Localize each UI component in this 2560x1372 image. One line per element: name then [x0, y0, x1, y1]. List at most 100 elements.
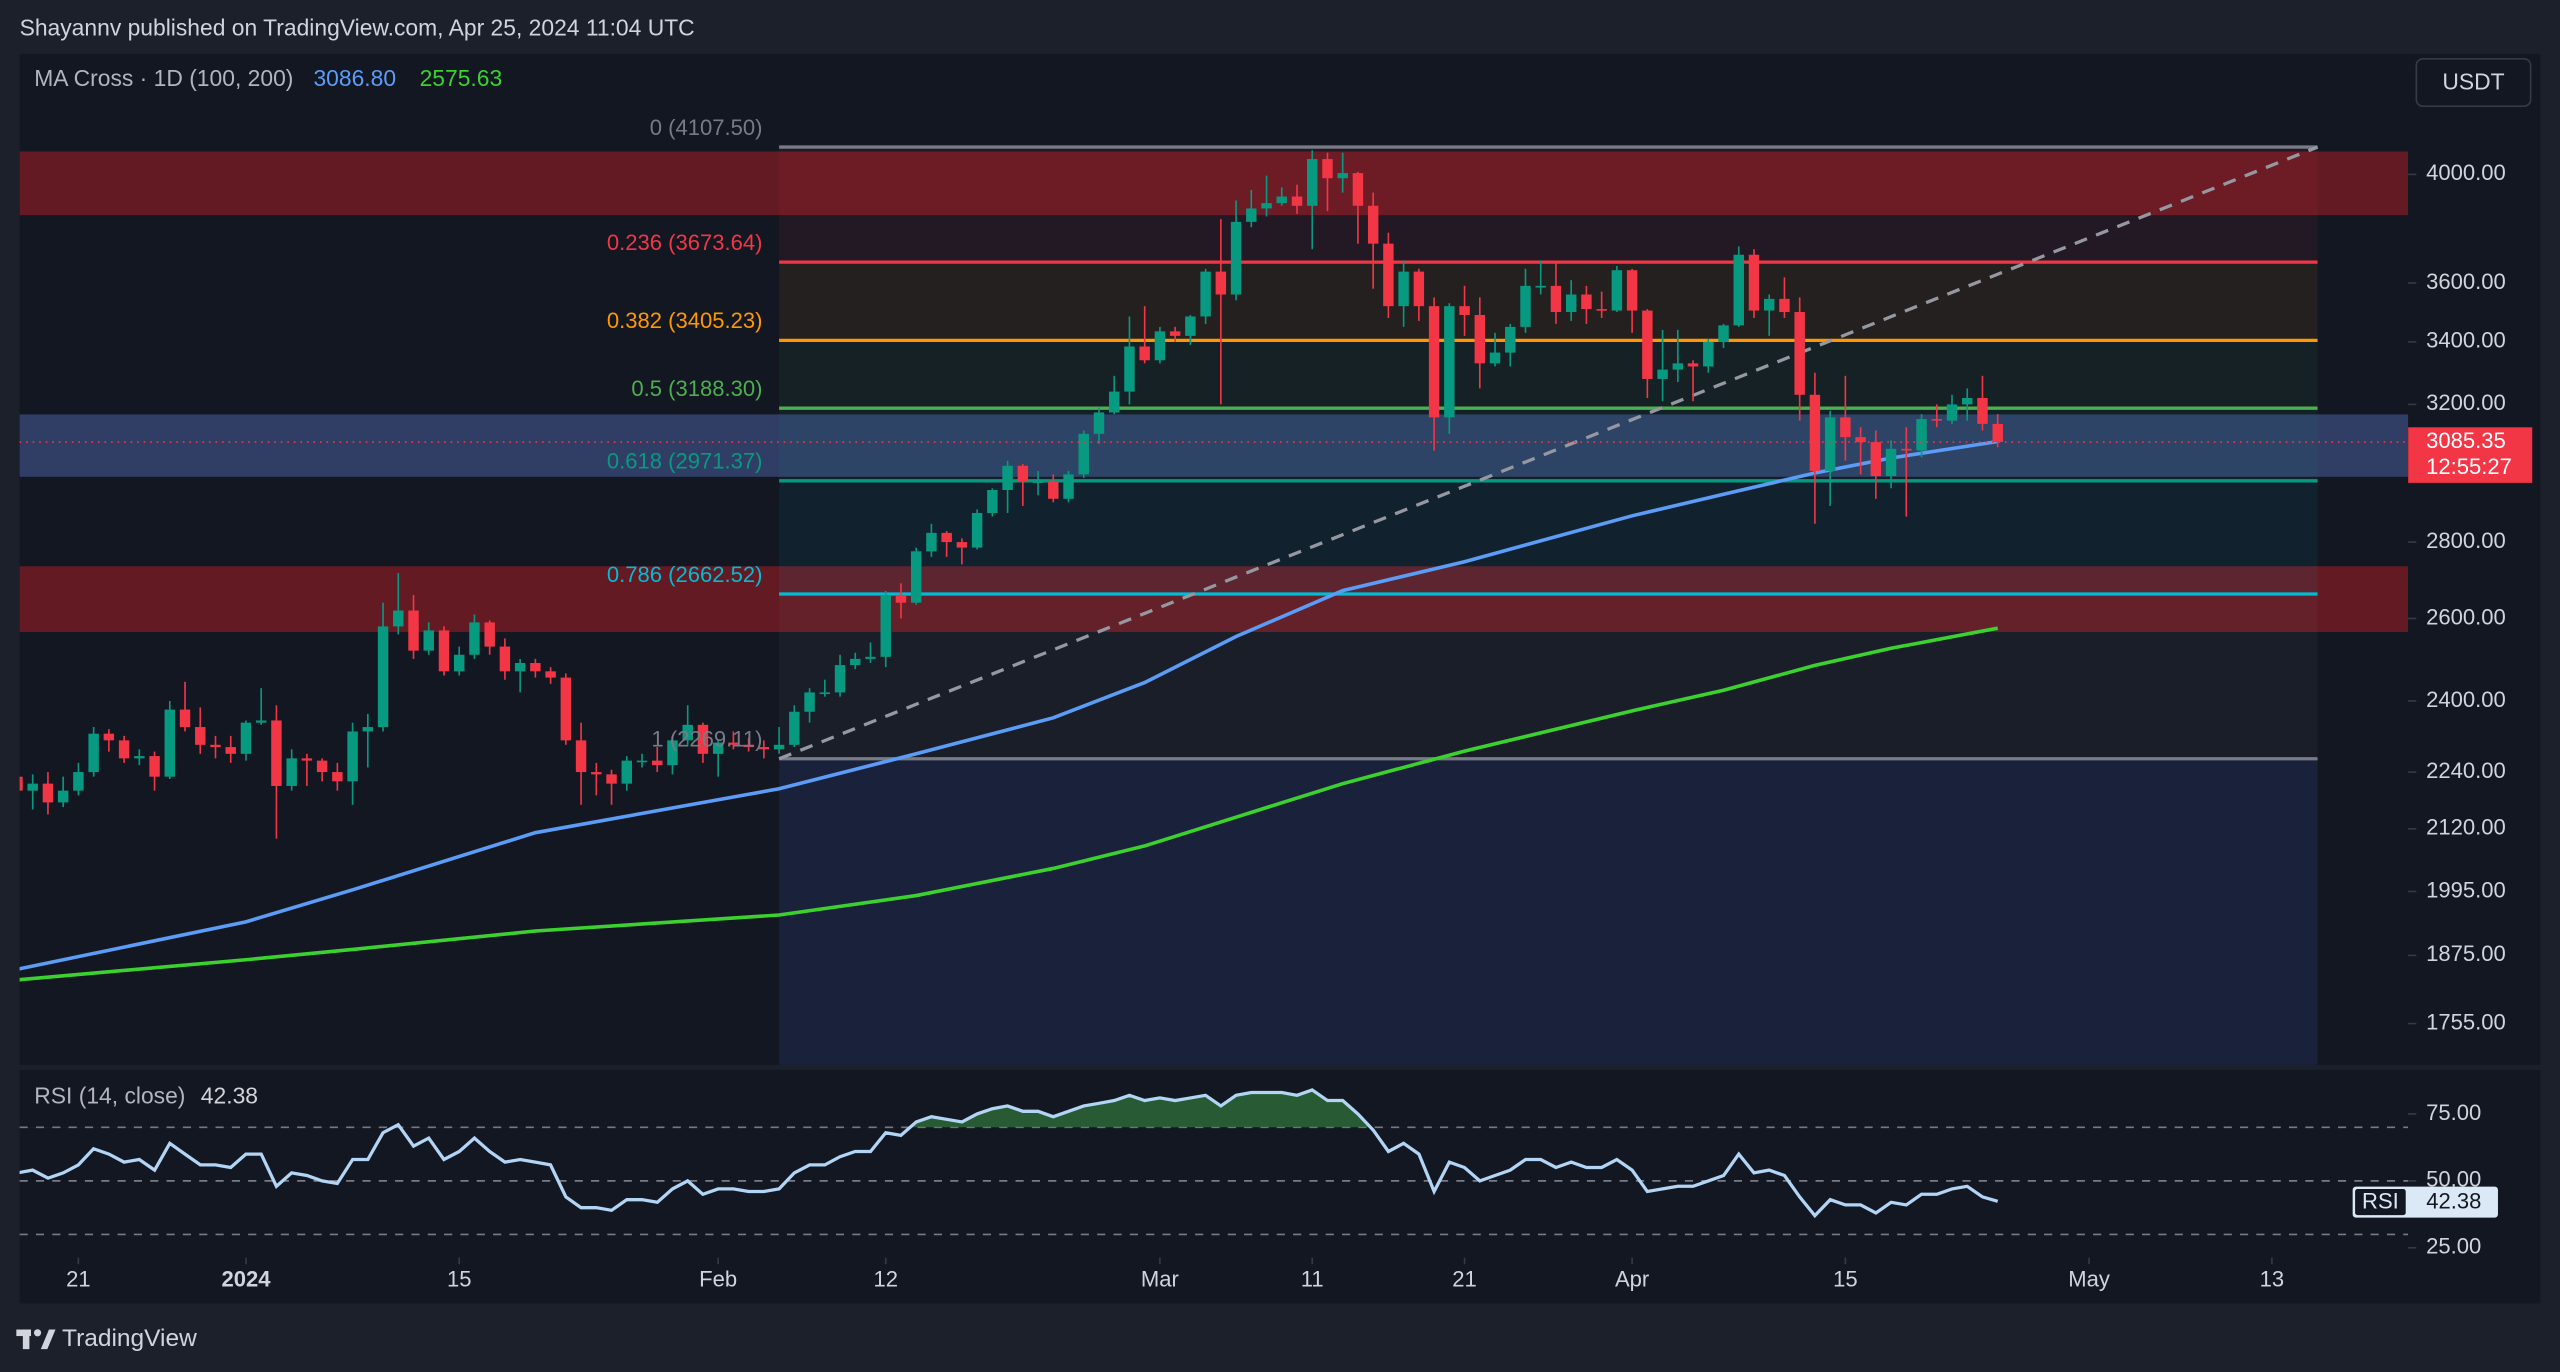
candle-body	[484, 622, 495, 647]
candle-body	[743, 744, 754, 748]
currency-button[interactable]	[2415, 57, 2532, 107]
candle-body	[1977, 397, 1988, 424]
countdown: 12:55:27	[2426, 454, 2512, 479]
candle-body	[1276, 196, 1287, 204]
candle-body	[316, 760, 328, 773]
candle-body	[1261, 203, 1272, 209]
candle-body	[164, 709, 176, 777]
candle-body	[1322, 159, 1333, 179]
candle-body	[255, 720, 267, 723]
candle-body	[1002, 465, 1013, 491]
candle-body	[1367, 205, 1379, 244]
currency-label[interactable]: USDT	[2442, 68, 2504, 94]
trendline	[778, 145, 2319, 761]
candle-body	[1703, 341, 1714, 367]
price-axis	[2408, 53, 2541, 1065]
candle-body	[591, 772, 602, 775]
time-axis	[19, 1257, 2541, 1304]
candle-body	[408, 610, 419, 651]
candle-body	[1931, 419, 1942, 421]
candle-body	[941, 532, 952, 543]
candle-body	[956, 542, 968, 548]
footer-logo	[16, 1329, 56, 1350]
candle-body	[1337, 173, 1348, 179]
y-tick-label: 3400.00	[2426, 328, 2506, 353]
x-tick-label: May	[2068, 1266, 2110, 1291]
candle-body	[1824, 417, 1836, 471]
rsi-badge-value: 42.38	[2426, 1189, 2481, 1214]
candle-body	[636, 760, 648, 763]
x-tick-label: Feb	[699, 1266, 737, 1291]
candle-body	[1763, 298, 1775, 311]
candle-body	[728, 742, 739, 745]
candle-body	[42, 783, 54, 803]
candle-body	[225, 747, 236, 754]
candle-body	[850, 658, 861, 666]
candle-body	[1459, 306, 1470, 315]
candle-body	[1428, 306, 1440, 418]
rsi-y-tick-label: 75.00	[2426, 1100, 2481, 1125]
candle-body	[1215, 271, 1227, 295]
moving-average	[19, 439, 1998, 971]
candle-body	[362, 727, 374, 732]
candle-body	[301, 758, 313, 761]
x-tick-label: 12	[873, 1266, 898, 1291]
x-tick-label: 21	[1452, 1266, 1477, 1291]
candle-body	[271, 720, 282, 786]
indicator-title: MA Cross · 1D (100, 200)	[34, 65, 293, 91]
candle-body	[1809, 394, 1821, 471]
candle-body	[1124, 346, 1135, 392]
candle-body	[682, 724, 693, 741]
candle-body	[880, 594, 891, 657]
candle-body	[1992, 423, 2003, 443]
candle-body	[1779, 298, 1790, 313]
candle-body	[1642, 310, 1653, 379]
candle-body	[712, 742, 724, 754]
rsi-line	[19, 1088, 1999, 1219]
x-tick-label: 2024	[221, 1266, 271, 1291]
candle-body	[103, 733, 115, 741]
candle-body	[1108, 391, 1120, 413]
candle-body	[1718, 325, 1729, 342]
y-tick-label: 2400.00	[2426, 687, 2506, 712]
candle-body	[834, 665, 846, 693]
candle-body	[1489, 352, 1501, 364]
fib-label: 0.618 (2971.37)	[607, 449, 763, 474]
candle-body	[19, 776, 23, 791]
zone	[19, 414, 2409, 477]
candle-body	[1352, 173, 1364, 206]
candle-body	[1230, 221, 1242, 295]
candle-body	[1733, 254, 1744, 326]
rsi-plot	[19, 1088, 2409, 1236]
candle-body	[575, 740, 587, 773]
candle-body	[1901, 448, 1912, 451]
candle-body	[652, 760, 663, 766]
candle-body	[758, 747, 770, 750]
y-tick-label: 1875.00	[2426, 941, 2506, 966]
candle-body	[27, 783, 38, 791]
candle-body	[1185, 316, 1196, 336]
candle-body	[621, 760, 632, 784]
candle-body	[1200, 271, 1211, 317]
fib-label: 0.786 (2662.52)	[607, 562, 763, 587]
publisher-line: Shayannv published on TradingView.com, A…	[20, 14, 695, 40]
ma100-value: 3086.80	[313, 65, 396, 91]
y-tick-label: 2800.00	[2426, 528, 2506, 553]
rsi-overbought-fill	[393, 1089, 1371, 1128]
candle-body	[1048, 481, 1059, 499]
candle-body	[773, 744, 785, 750]
candle-body	[910, 551, 922, 603]
candle-body	[697, 724, 709, 754]
candle-body	[1748, 254, 1760, 311]
candle-body	[1611, 270, 1623, 311]
candle-body	[1840, 417, 1851, 438]
fib-lower-area	[779, 758, 2318, 1065]
candle-body	[210, 744, 221, 748]
candle-body	[987, 490, 998, 514]
candle-body	[73, 772, 84, 791]
candle-body	[1672, 363, 1684, 370]
ma200-value: 2575.63	[420, 65, 503, 91]
candle-body	[926, 532, 937, 552]
